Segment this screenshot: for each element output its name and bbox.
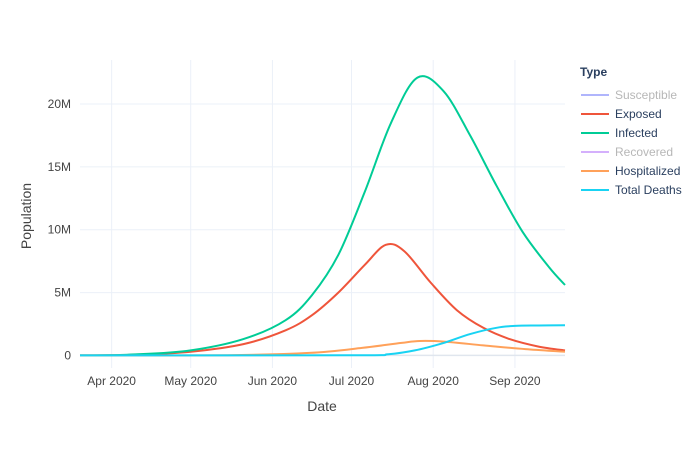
legend-item-total-deaths[interactable]: Total Deaths bbox=[581, 183, 682, 197]
y-axis-ticks: 0 5M 10M 15M 20M bbox=[48, 97, 72, 362]
legend-item-exposed[interactable]: Exposed bbox=[581, 107, 662, 121]
grid bbox=[80, 60, 565, 368]
legend-label: Recovered bbox=[615, 145, 673, 159]
legend-label: Infected bbox=[615, 126, 658, 140]
x-tick-label: Jul 2020 bbox=[329, 374, 375, 388]
series-lines bbox=[79, 75, 566, 357]
legend-item-recovered[interactable]: Recovered bbox=[581, 145, 673, 159]
series-line-total-deaths bbox=[79, 324, 566, 357]
x-tick-label: Aug 2020 bbox=[408, 374, 460, 388]
x-axis-ticks: Apr 2020 May 2020 Jun 2020 Jul 2020 Aug 2020… bbox=[87, 374, 541, 388]
y-tick-label: 20M bbox=[48, 97, 71, 111]
legend-label: Total Deaths bbox=[615, 183, 682, 197]
x-tick-label: May 2020 bbox=[164, 374, 217, 388]
legend-label: Susceptible bbox=[615, 88, 677, 102]
legend: Type Susceptible Exposed Infected Recovered… bbox=[580, 65, 682, 197]
series-line-exposed bbox=[79, 242, 566, 357]
legend-item-infected[interactable]: Infected bbox=[581, 126, 658, 140]
y-axis-title: Population bbox=[18, 183, 34, 249]
x-tick-label: Apr 2020 bbox=[87, 374, 136, 388]
legend-label: Hospitalized bbox=[615, 164, 680, 178]
legend-item-hospitalized[interactable]: Hospitalized bbox=[581, 164, 680, 178]
y-tick-label: 10M bbox=[48, 223, 71, 237]
y-tick-label: 0 bbox=[64, 348, 71, 362]
x-tick-label: Sep 2020 bbox=[489, 374, 541, 388]
legend-title: Type bbox=[580, 65, 607, 79]
series-line-infected bbox=[79, 75, 566, 357]
legend-label: Exposed bbox=[615, 107, 662, 121]
y-tick-label: 15M bbox=[48, 160, 71, 174]
legend-item-susceptible[interactable]: Susceptible bbox=[581, 88, 677, 102]
y-tick-label: 5M bbox=[54, 286, 71, 300]
x-axis-title: Date bbox=[307, 398, 337, 414]
x-tick-label: Jun 2020 bbox=[248, 374, 298, 388]
